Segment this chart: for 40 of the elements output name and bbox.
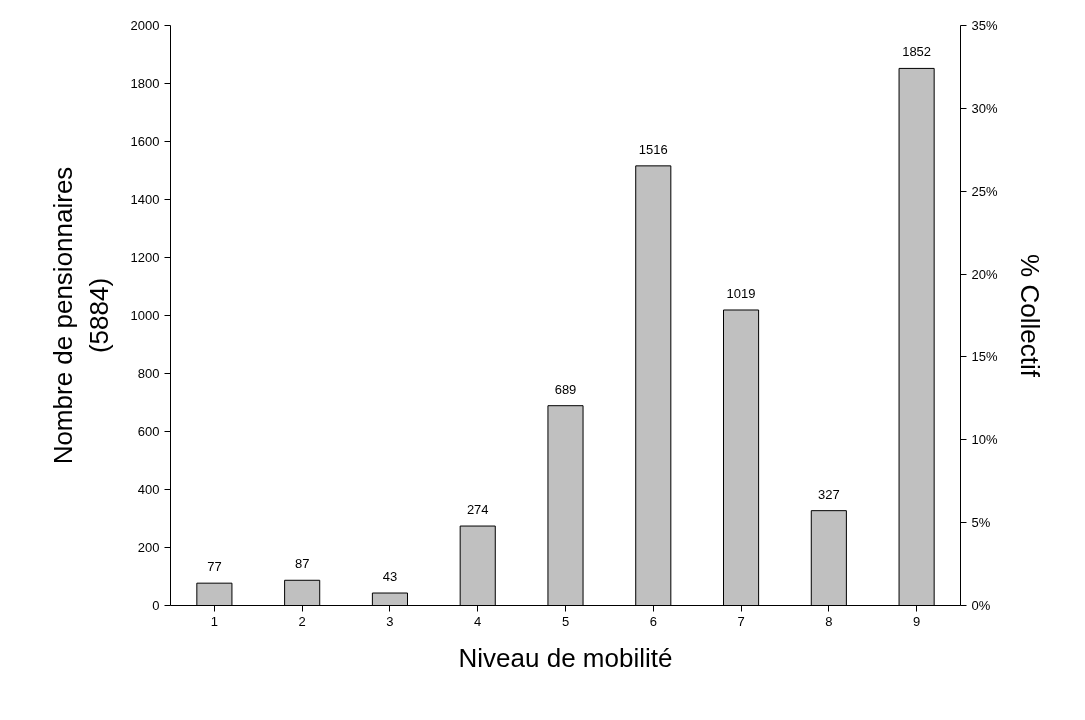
y2-axis-title: % Collectif: [1014, 254, 1045, 378]
y-tick-label: 600: [137, 424, 160, 439]
y2-tick-label: 15%: [971, 349, 998, 365]
x-tick-label: 5: [561, 613, 570, 629]
x-tick-label: 6: [649, 613, 657, 629]
data-label: 43: [382, 569, 398, 585]
y-tick-label: 0: [152, 598, 160, 613]
x-tick-label: 7: [737, 613, 745, 629]
x-tick-label: 8: [825, 613, 833, 629]
data-label: 327: [817, 486, 840, 502]
y-axis-title: Nombre de pensionnaires (5884): [47, 166, 114, 465]
x-axis-title: Niveau de mobilité: [458, 642, 673, 673]
y-tick-label: 200: [137, 540, 160, 555]
x-tick-label: 3: [386, 613, 394, 629]
data-label: 87: [294, 556, 310, 572]
y2-tick-label: 35%: [971, 18, 998, 33]
x-tick-label: 4: [474, 613, 482, 629]
y2-tick-label: 20%: [971, 266, 998, 282]
y-tick-label: 800: [137, 366, 160, 381]
y2-tick-label: 5%: [971, 515, 991, 531]
y-tick-label: 400: [137, 482, 160, 497]
y2-tick-label: 30%: [971, 100, 998, 116]
x-tick-label: 1: [210, 613, 219, 629]
y2-tick-label: 10%: [971, 432, 998, 448]
data-label: 689: [554, 381, 577, 397]
y-tick-label: 1000: [130, 308, 160, 323]
y-tick-label: 1800: [130, 76, 160, 91]
data-label: 1852: [902, 44, 932, 60]
y-tick-label: 1600: [130, 134, 160, 149]
data-label: 274: [466, 502, 489, 518]
data-label: 1019: [726, 285, 756, 301]
y2-tick-label: 0%: [971, 598, 991, 613]
y-tick-label: 1400: [130, 192, 160, 207]
x-tick-label: 9: [913, 613, 921, 629]
y-tick-label: 1200: [130, 250, 160, 265]
y-tick-label: 2000: [130, 18, 160, 33]
x-tick-label: 2: [298, 613, 306, 629]
y2-tick-label: 25%: [971, 183, 998, 199]
data-label: 1516: [638, 141, 668, 157]
data-label: 77: [207, 559, 222, 575]
